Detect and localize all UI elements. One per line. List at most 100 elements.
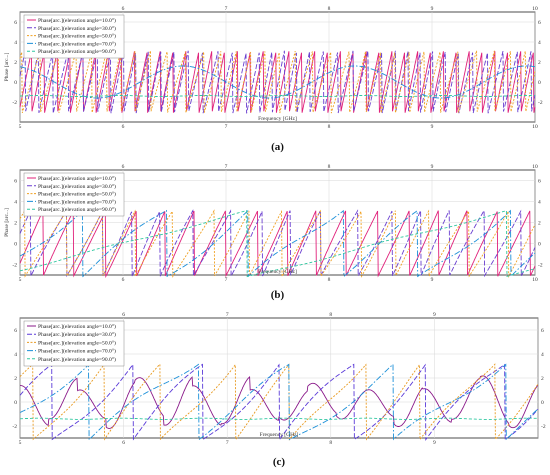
series-line-1 [19, 363, 539, 441]
y-axis-label: Phase [arc...] [4, 52, 10, 81]
y-tick-label: -2 [12, 263, 17, 269]
x-tick-label: 6 [122, 277, 125, 283]
y-axis-label: Phase [arc...] [4, 208, 10, 237]
series-line-2 [19, 362, 539, 441]
legend-entry: Phase[arc.](elevation angle=50.0°) [38, 33, 116, 40]
x-axis-label: Frequency [GHz] [258, 116, 297, 122]
legend-entry: Phase[arc.](elevation angle=90.0°) [38, 48, 116, 55]
y-right-tick-label: 4 [538, 40, 541, 46]
y-right-tick-label: -2 [538, 263, 543, 269]
y-tick-label: 0 [14, 400, 17, 406]
x-axis-label: Frequency [GHz] [258, 269, 297, 275]
x-top-tick-label: 6 [122, 312, 125, 318]
legend-entry: Phase[arc.](elevation angle=10.0°) [38, 323, 116, 330]
y-right-tick-label: 2 [538, 60, 541, 66]
y-right-tick-label: -2 [538, 100, 543, 106]
x-top-tick-label: 7 [225, 164, 228, 170]
legend-entry: Phase[arc.](elevation angle=30.0°) [38, 183, 116, 190]
series-line-4 [20, 95, 535, 97]
y-right-tick-label: 0 [538, 80, 541, 86]
x-top-tick-label: 9 [431, 6, 434, 12]
x-tick-label: 6 [122, 124, 125, 130]
y-tick-label: 4 [14, 352, 17, 358]
x-tick-label: 6 [122, 440, 125, 446]
y-tick-label: 0 [14, 242, 17, 248]
x-tick-label: 5 [19, 277, 22, 283]
legend-entry: Phase[arc.](elevation angle=50.0°) [38, 191, 116, 198]
x-axis-label: Frequency [GHz] [260, 432, 299, 438]
legend-box [23, 14, 125, 59]
x-tick-label: 8 [328, 124, 331, 130]
y-right-tick-label: 4 [538, 200, 541, 206]
x-top-tick-label: 8 [328, 164, 331, 170]
legend-entry: Phase[arc.](elevation angle=90.0°) [38, 356, 116, 363]
y-right-tick-label: 6 [538, 179, 541, 185]
legend-entry: Phase[arc.](elevation angle=70.0°) [38, 40, 116, 47]
x-tick-label: 5 [19, 124, 22, 130]
y-right-tick-label: 6 [541, 328, 544, 334]
y-right-tick-label: 2 [538, 221, 541, 227]
chart-panel-2: 5 6 7 8 9 6 7 8 9 6 4 2 0 -2 6 4 2 0 -2 Frequency [GHz] Phas… [12, 312, 545, 468]
x-tick-label: 5 [19, 440, 22, 446]
y-tick-label: 6 [14, 328, 17, 334]
x-tick-label: 8 [328, 277, 331, 283]
y-right-tick-label: 4 [541, 352, 544, 358]
y-tick-label: 2 [14, 221, 17, 227]
series-line-3 [19, 363, 539, 441]
chart-panel-0: 5 6 7 8 9 10 6 7 8 9 10 6 4 2 0 -2 6 4 2 0 -2 Frequency [GHz]… [4, 6, 543, 153]
x-top-tick-label: 6 [122, 164, 125, 170]
y-tick-label: -2 [12, 424, 17, 430]
series-line-3 [19, 65, 536, 99]
y-tick-label: 4 [14, 200, 17, 206]
legend-entry: Phase[arc.](elevation angle=70.0°) [38, 198, 116, 205]
y-tick-label: -2 [12, 100, 17, 106]
legend-entry: Phase[arc.](elevation angle=70.0°) [38, 348, 116, 355]
figure-caption: (b) [271, 289, 285, 301]
y-tick-label: 4 [14, 40, 17, 46]
chart-panel-1: 5 6 7 8 9 10 6 7 8 9 10 6 4 2 0 -2 6 4 2 0 -2 Frequency [GHz]… [4, 164, 543, 301]
y-right-tick-label: 2 [541, 376, 544, 382]
legend-entry: Phase[arc.](elevation angle=10.0°) [38, 17, 116, 24]
x-tick-label: 10 [532, 277, 538, 283]
y-right-tick-label: 6 [538, 20, 541, 26]
series-line-3 [19, 209, 536, 278]
x-top-tick-label: 9 [433, 312, 436, 318]
series-line-0 [20, 375, 539, 429]
legend-entry: Phase[arc.](elevation angle=90.0°) [38, 206, 116, 213]
y-tick-label: 2 [14, 60, 17, 66]
x-top-tick-label: 7 [225, 6, 228, 12]
y-tick-label: 6 [14, 20, 17, 26]
x-top-tick-label: 8 [328, 6, 331, 12]
y-right-tick-label: 0 [541, 400, 544, 406]
x-top-tick-label: 10 [532, 164, 538, 170]
x-top-tick-label: 7 [226, 312, 229, 318]
series-line-0 [19, 51, 536, 113]
legend-entry: Phase[arc.](elevation angle=30.0°) [38, 331, 116, 338]
x-tick-label: 8 [329, 440, 332, 446]
y-tick-label: 2 [14, 376, 17, 382]
series-line-0 [19, 210, 536, 279]
x-tick-label: 7 [225, 277, 228, 283]
series-line-4 [19, 209, 536, 278]
x-tick-label: 9 [431, 124, 434, 130]
y-tick-label: 0 [14, 80, 17, 86]
x-tick-label: 7 [225, 124, 228, 130]
x-top-tick-label: 8 [329, 312, 332, 318]
y-tick-label: 6 [14, 179, 17, 185]
legend-box [23, 172, 125, 217]
x-tick-label: 9 [433, 440, 436, 446]
legend-entry: Phase[arc.](elevation angle=30.0°) [38, 25, 116, 32]
legend-box [23, 320, 125, 367]
figure-caption: (a) [271, 141, 284, 153]
figure-caption: (c) [273, 456, 286, 468]
legend-entry: Phase[arc.](elevation angle=50.0°) [38, 339, 116, 346]
x-top-tick-label: 6 [122, 6, 125, 12]
x-tick-label: 10 [532, 124, 538, 130]
legend-entry: Phase[arc.](elevation angle=10.0°) [38, 175, 116, 182]
y-right-tick-label: -2 [541, 424, 546, 430]
x-tick-label: 7 [226, 440, 229, 446]
series-line-2 [19, 209, 536, 279]
x-top-tick-label: 10 [532, 6, 538, 12]
x-tick-label: 9 [431, 277, 434, 283]
